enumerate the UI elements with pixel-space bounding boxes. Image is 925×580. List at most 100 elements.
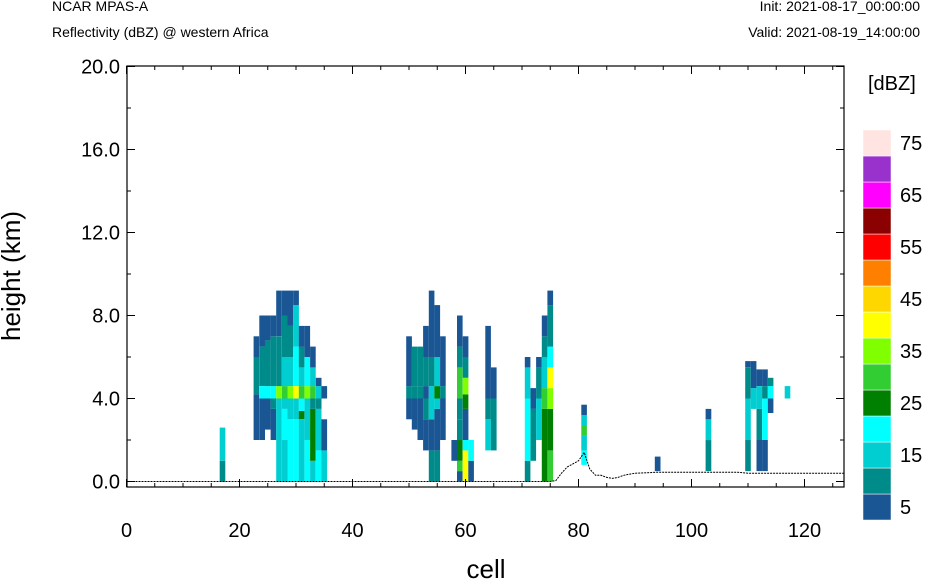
colorbar-label: 65 — [900, 185, 922, 207]
reflectivity-cell-18-2 — [428, 386, 435, 420]
reflectivity-cell-4-0 — [270, 408, 277, 440]
reflectivity-cell-19-4 — [434, 357, 441, 387]
reflectivity-cell-12-1 — [315, 408, 322, 451]
reflectivity-cell-11-1 — [310, 408, 316, 461]
reflectivity-cell-34-0 — [705, 440, 712, 472]
reflectivity-cell-18-0 — [428, 450, 435, 482]
reflectivity-cell-17-2 — [423, 386, 429, 399]
reflectivity-cell-37-1 — [756, 408, 763, 440]
reflectivity-cell-32-1 — [581, 435, 587, 451]
init-time: Init: 2021-08-17_00:00:00 — [759, 0, 920, 14]
colorbar-label: 35 — [900, 341, 922, 363]
reflectivity-cell-28-1 — [530, 388, 537, 409]
reflectivity-cell-27-2 — [524, 367, 531, 399]
reflectivity-cell-31-1 — [547, 408, 554, 451]
reflectivity-cell-3-3 — [264, 315, 271, 341]
reflectivity-cell-34-1 — [705, 419, 712, 441]
reflectivity-cell-23-6 — [462, 336, 469, 358]
reflectivity-cell-10-2 — [304, 386, 311, 399]
reflectivity-cell-36-0 — [750, 388, 757, 409]
reflectivity-cell-37-2 — [756, 386, 763, 409]
colorbar-swatch-75 — [862, 129, 892, 157]
reflectivity-cell-35-2 — [745, 367, 751, 399]
colorbar-swatch-50 — [862, 259, 892, 287]
reflectivity-cell-2-0 — [259, 398, 265, 440]
reflectivity-cell-18-4 — [428, 290, 435, 357]
reflectivity-cell-6-2 — [281, 398, 288, 409]
y-tick-label: 8.0 — [92, 306, 120, 328]
colorbar-swatch-45 — [862, 285, 892, 313]
reflectivity-cell-12-2 — [315, 398, 322, 409]
reflectivity-cell-30-3 — [541, 336, 548, 358]
x-tick-label: 20 — [228, 520, 250, 542]
reflectivity-cell-7-1 — [287, 398, 294, 420]
reflectivity-cell-11-0 — [310, 460, 316, 482]
reflectivity-cell-39-0 — [767, 398, 774, 413]
reflectivity-cell-20-3 — [440, 336, 446, 358]
reflectivity-cell-9-5 — [298, 346, 305, 368]
reflectivity-cell-12-4 — [315, 377, 322, 387]
reflectivity-cells — [219, 290, 791, 482]
reflectivity-cell-8-1 — [293, 398, 299, 420]
reflectivity-cell-6-4 — [281, 357, 288, 387]
reflectivity-cell-8-0 — [293, 419, 299, 482]
reflectivity-cell-23-5 — [462, 357, 469, 378]
y-tick-label: 20.0 — [81, 57, 120, 79]
reflectivity-cell-39-2 — [767, 377, 774, 387]
x-tick-label: 60 — [454, 520, 476, 542]
x-tick-label: 0 — [121, 520, 132, 542]
x-tick-label: 80 — [567, 520, 589, 542]
colorbar-label: 45 — [900, 289, 922, 311]
reflectivity-cell-18-1 — [428, 419, 435, 451]
reflectivity-cell-38-3 — [762, 369, 768, 386]
reflectivity-cell-6-3 — [281, 386, 288, 399]
reflectivity-cell-5-2 — [276, 336, 282, 387]
reflectivity-cell-17-1 — [423, 398, 429, 420]
x-tick-label: 120 — [788, 520, 821, 542]
reflectivity-cell-23-3 — [462, 394, 469, 409]
x-tick-label: 40 — [341, 520, 363, 542]
reflectivity-cell-24-1 — [468, 440, 474, 461]
reflectivity-cell-4-2 — [270, 386, 277, 399]
reflectivity-cell-38-0 — [762, 440, 768, 472]
reflectivity-cell-24-0 — [468, 460, 474, 482]
colorbar-swatch-55 — [862, 233, 892, 261]
reflectivity-cell-36-1 — [750, 361, 757, 389]
reflectivity-cell-2-2 — [259, 346, 265, 386]
reflectivity-cell-7-3 — [287, 357, 294, 387]
reflectivity-cell-25-3 — [485, 325, 491, 357]
reflectivity-cell-11-4 — [310, 367, 316, 387]
colorbar-unit: [dBZ] — [868, 73, 916, 95]
reflectivity-cell-26-1 — [490, 367, 497, 399]
reflectivity-cell-8-5 — [293, 290, 299, 306]
reflectivity-cell-2-3 — [259, 315, 265, 347]
reflectivity-cell-9-0 — [298, 419, 305, 482]
reflectivity-cell-1-1 — [253, 357, 260, 395]
reflectivity-cell-10-3 — [304, 357, 311, 387]
reflectivity-cell-0-1 — [219, 427, 226, 461]
reflectivity-cell-12-0 — [315, 450, 322, 482]
x-tick-label: 100 — [675, 520, 708, 542]
reflectivity-cell-39-1 — [767, 386, 774, 399]
reflectivity-cell-5-3 — [276, 290, 282, 337]
reflectivity-cell-15-1 — [411, 386, 418, 399]
reflectivity-cell-23-0 — [462, 450, 469, 482]
reflectivity-cell-31-5 — [547, 305, 554, 347]
colorbar-label: 5 — [900, 497, 911, 519]
reflectivity-cell-22-1 — [457, 460, 463, 472]
plot-frame — [126, 65, 845, 488]
reflectivity-cell-10-4 — [304, 325, 311, 357]
reflectivity-cell-8-4 — [293, 305, 299, 347]
reflectivity-cell-7-2 — [287, 386, 294, 399]
reflectivity-cell-17-0 — [423, 419, 429, 451]
reflectivity-cell-22-5 — [457, 367, 463, 399]
reflectivity-cell-1-2 — [253, 336, 260, 358]
reflectivity-cell-11-2 — [310, 398, 316, 409]
reflectivity-cell-35-0 — [745, 440, 751, 472]
reflectivity-cell-20-1 — [440, 386, 446, 399]
reflectivity-cell-23-2 — [462, 408, 469, 440]
reflectivity-cell-38-2 — [762, 386, 768, 399]
reflectivity-cell-14-2 — [406, 336, 412, 387]
reflectivity-cell-13-1 — [321, 419, 328, 451]
